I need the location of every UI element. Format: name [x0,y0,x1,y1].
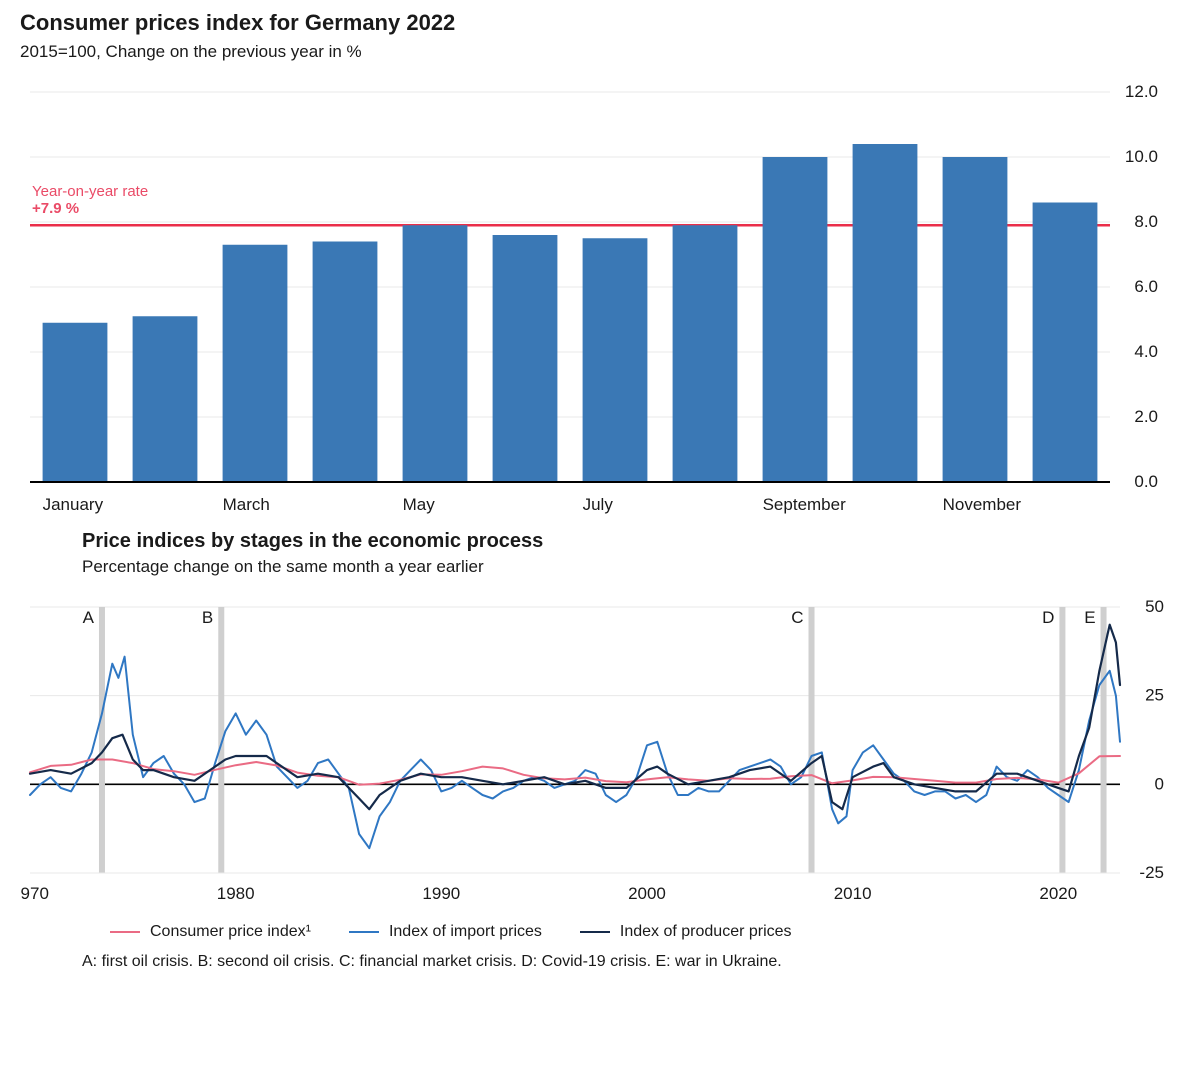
svg-text:May: May [403,495,436,514]
events-footnote: A: first oil crisis. B: second oil crisi… [82,953,1180,971]
legend-label: Index of import prices [389,923,542,941]
svg-text:25: 25 [1145,686,1164,705]
legend-item: Index of producer prices [580,923,792,941]
legend-swatch [349,931,379,934]
svg-text:E: E [1084,608,1095,627]
legend-item: Index of import prices [349,923,542,941]
svg-text:1970: 1970 [20,884,49,903]
legend-item: Consumer price index¹ [110,923,311,941]
legend-label: Index of producer prices [620,923,792,941]
yoy-rate-value: +7.9 % [32,200,148,217]
svg-text:2020: 2020 [1039,884,1077,903]
chart-title: Consumer prices index for Germany 2022 [20,10,1180,36]
yoy-rate-label: Year-on-year rate +7.9 % [32,183,148,217]
svg-text:50: 50 [1145,597,1164,616]
svg-text:B: B [202,608,213,627]
svg-text:1980: 1980 [217,884,255,903]
svg-text:D: D [1042,608,1054,627]
svg-text:2.0: 2.0 [1134,407,1158,426]
chart-subtitle: 2015=100, Change on the previous year in… [20,42,1180,62]
legend-label: Consumer price index¹ [150,923,311,941]
svg-text:C: C [791,608,803,627]
svg-text:July: July [583,495,614,514]
bar-chart: Year-on-year rate +7.9 % 0.0 2.0 4.0 6.0 8.0… [20,82,1180,522]
svg-text:January: January [43,495,104,514]
legend-swatch [110,931,140,934]
svg-text:0.0: 0.0 [1134,472,1158,491]
line-chart-svg: -25 0 25 50 A B C D E 1970 1980 1990 2000 2010 2020 [20,589,1180,909]
svg-text:2010: 2010 [834,884,872,903]
svg-text:2000: 2000 [628,884,666,903]
legend: Consumer price index¹ Index of import pri… [110,923,1180,941]
svg-text:September: September [763,495,846,514]
chart2-subtitle: Percentage change on the same month a ye… [82,557,1180,577]
svg-text:0: 0 [1155,774,1164,793]
svg-text:6.0: 6.0 [1134,277,1158,296]
bar-chart-svg: 0.0 2.0 4.0 6.0 8.0 10.0 12.0 January March May Ju… [20,82,1180,522]
svg-text:November: November [943,495,1022,514]
yoy-rate-text: Year-on-year rate [32,183,148,200]
legend-swatch [580,931,610,934]
svg-text:4.0: 4.0 [1134,342,1158,361]
svg-text:8.0: 8.0 [1134,212,1158,231]
line-chart: -25 0 25 50 A B C D E 1970 1980 1990 2000 2010 2020 [20,589,1180,909]
svg-text:-25: -25 [1139,863,1164,882]
svg-text:1990: 1990 [422,884,460,903]
svg-text:10.0: 10.0 [1125,147,1158,166]
svg-text:March: March [223,495,270,514]
chart2-title: Price indices by stages in the economic … [82,530,1180,553]
svg-text:12.0: 12.0 [1125,82,1158,101]
svg-text:A: A [83,608,95,627]
